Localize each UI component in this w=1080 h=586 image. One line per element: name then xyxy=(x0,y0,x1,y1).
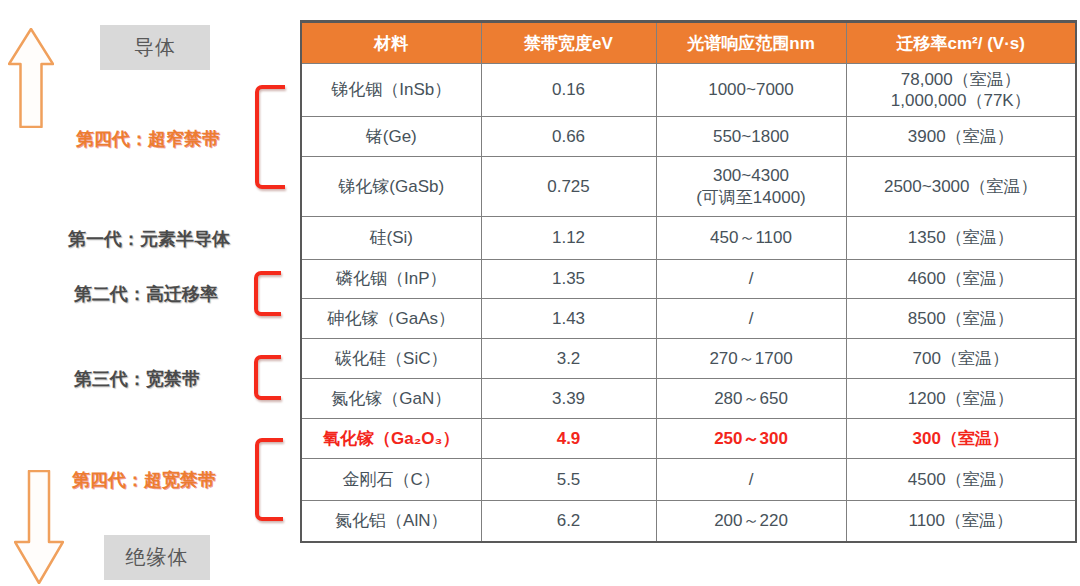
cell-mobility: 4600（室温） xyxy=(846,260,1076,299)
insulator-label: 绝缘体 xyxy=(126,544,189,571)
table-row-ge: 锗(Ge) 0.66 550~1800 3900（室温） xyxy=(301,117,1076,157)
generation-label-3rd: 第三代：宽禁带 xyxy=(74,367,200,391)
cell-mobility: 2500~3000（室温） xyxy=(846,157,1076,217)
cell-mobility: 700（室温） xyxy=(846,339,1076,379)
table-row-gan: 氮化镓（GaN） 3.39 280～650 1200（室温） xyxy=(301,379,1076,419)
up-arrow-icon xyxy=(8,28,54,128)
cell-bandgap: 1.43 xyxy=(481,299,656,339)
cell-material: 锑化铟（InSb） xyxy=(301,64,481,117)
cell-spectral: 550~1800 xyxy=(656,117,846,157)
cell-material: 氧化镓（Ga₂O₃） xyxy=(301,419,481,459)
cell-material: 碳化硅（SiC） xyxy=(301,339,481,379)
table-row-diamond: 金刚石（C） 5.5 / 4500（室温） xyxy=(301,459,1076,501)
cell-material: 金刚石（C） xyxy=(301,459,481,501)
table-row-sic: 碳化硅（SiC） 3.2 270～1700 700（室温） xyxy=(301,339,1076,379)
cell-spectral: 270～1700 xyxy=(656,339,846,379)
generation-label-1st: 第一代：元素半导体 xyxy=(68,227,230,251)
cell-spectral: 280～650 xyxy=(656,379,846,419)
table-row-inp: 磷化铟（InP） 1.35 / 4600（室温） xyxy=(301,260,1076,299)
cell-bandgap: 0.725 xyxy=(481,157,656,217)
bracket-gen4-narrow-icon xyxy=(255,85,285,189)
bracket-gen3-icon xyxy=(254,355,281,400)
cell-bandgap: 3.39 xyxy=(481,379,656,419)
cell-mobility: 1200（室温） xyxy=(846,379,1076,419)
table-row-ga2o3-highlighted: 氧化镓（Ga₂O₃） 4.9 250～300 300（室温） xyxy=(301,419,1076,459)
table-row-gaas: 砷化镓（GaAs） 1.43 / 8500（室温） xyxy=(301,299,1076,339)
cell-bandgap: 0.16 xyxy=(481,64,656,117)
cell-bandgap: 6.2 xyxy=(481,501,656,542)
cell-spectral: / xyxy=(656,260,846,299)
cell-material: 硅(Si) xyxy=(301,217,481,260)
cell-bandgap: 3.2 xyxy=(481,339,656,379)
cell-bandgap: 1.35 xyxy=(481,260,656,299)
cell-spectral: 300~4300 (可调至14000) xyxy=(656,157,846,217)
header-bandgap: 禁带宽度eV xyxy=(481,22,656,64)
cell-material: 锑化镓(GaSb) xyxy=(301,157,481,217)
cell-spectral: / xyxy=(656,459,846,501)
cell-mobility: 78,000（室温） 1,000,000（77K） xyxy=(846,64,1076,117)
cell-material: 氮化铝（AlN） xyxy=(301,501,481,542)
conductor-box: 导体 xyxy=(100,25,210,70)
conductor-label: 导体 xyxy=(134,34,176,61)
cell-spectral: 450～1100 xyxy=(656,217,846,260)
cell-material: 磷化铟（InP） xyxy=(301,260,481,299)
cell-bandgap: 4.9 xyxy=(481,419,656,459)
cell-mobility: 300（室温） xyxy=(846,419,1076,459)
cell-mobility: 4500（室温） xyxy=(846,459,1076,501)
cell-bandgap: 5.5 xyxy=(481,459,656,501)
cell-spectral: / xyxy=(656,299,846,339)
bracket-gen4-wide-icon xyxy=(255,438,283,521)
generation-label-4th-wide: 第四代：超宽禁带 xyxy=(72,468,216,492)
table-row-aln: 氮化铝（AlN） 6.2 200～220 1100（室温） xyxy=(301,501,1076,542)
cell-bandgap: 0.66 xyxy=(481,117,656,157)
cell-spectral: 1000~7000 xyxy=(656,64,846,117)
cell-material: 锗(Ge) xyxy=(301,117,481,157)
table-row-si: 硅(Si) 1.12 450～1100 1350（室温） xyxy=(301,217,1076,260)
table-row-gasb: 锑化镓(GaSb) 0.725 300~4300 (可调至14000) 2500… xyxy=(301,157,1076,217)
cell-spectral: 250～300 xyxy=(656,419,846,459)
insulator-box: 绝缘体 xyxy=(104,535,210,580)
down-arrow-icon xyxy=(14,470,64,584)
bracket-gen2-icon xyxy=(254,271,281,316)
cell-material: 氮化镓（GaN） xyxy=(301,379,481,419)
materials-table: 材料 禁带宽度eV 光谱响应范围nm 迁移率cm²/ (V·s) 锑化铟（InS… xyxy=(300,20,1077,543)
table-header-row: 材料 禁带宽度eV 光谱响应范围nm 迁移率cm²/ (V·s) xyxy=(301,22,1076,64)
header-mobility: 迁移率cm²/ (V·s) xyxy=(846,22,1076,64)
header-spectral-range: 光谱响应范围nm xyxy=(656,22,846,64)
header-material: 材料 xyxy=(301,22,481,64)
cell-material: 砷化镓（GaAs） xyxy=(301,299,481,339)
cell-bandgap: 1.12 xyxy=(481,217,656,260)
slide-canvas: 导体 第四代：超窄禁带 第一代：元素半导体 第二代：高迁移率 第三代：宽禁带 第… xyxy=(0,0,1080,586)
table-row-insb: 锑化铟（InSb） 0.16 1000~7000 78,000（室温） 1,00… xyxy=(301,64,1076,117)
cell-mobility: 1350（室温） xyxy=(846,217,1076,260)
cell-mobility: 3900（室温） xyxy=(846,117,1076,157)
cell-spectral: 200～220 xyxy=(656,501,846,542)
cell-mobility: 8500（室温） xyxy=(846,299,1076,339)
generation-label-2nd: 第二代：高迁移率 xyxy=(74,282,218,306)
cell-mobility: 1100（室温） xyxy=(846,501,1076,542)
generation-label-4th-narrow: 第四代：超窄禁带 xyxy=(76,127,220,151)
